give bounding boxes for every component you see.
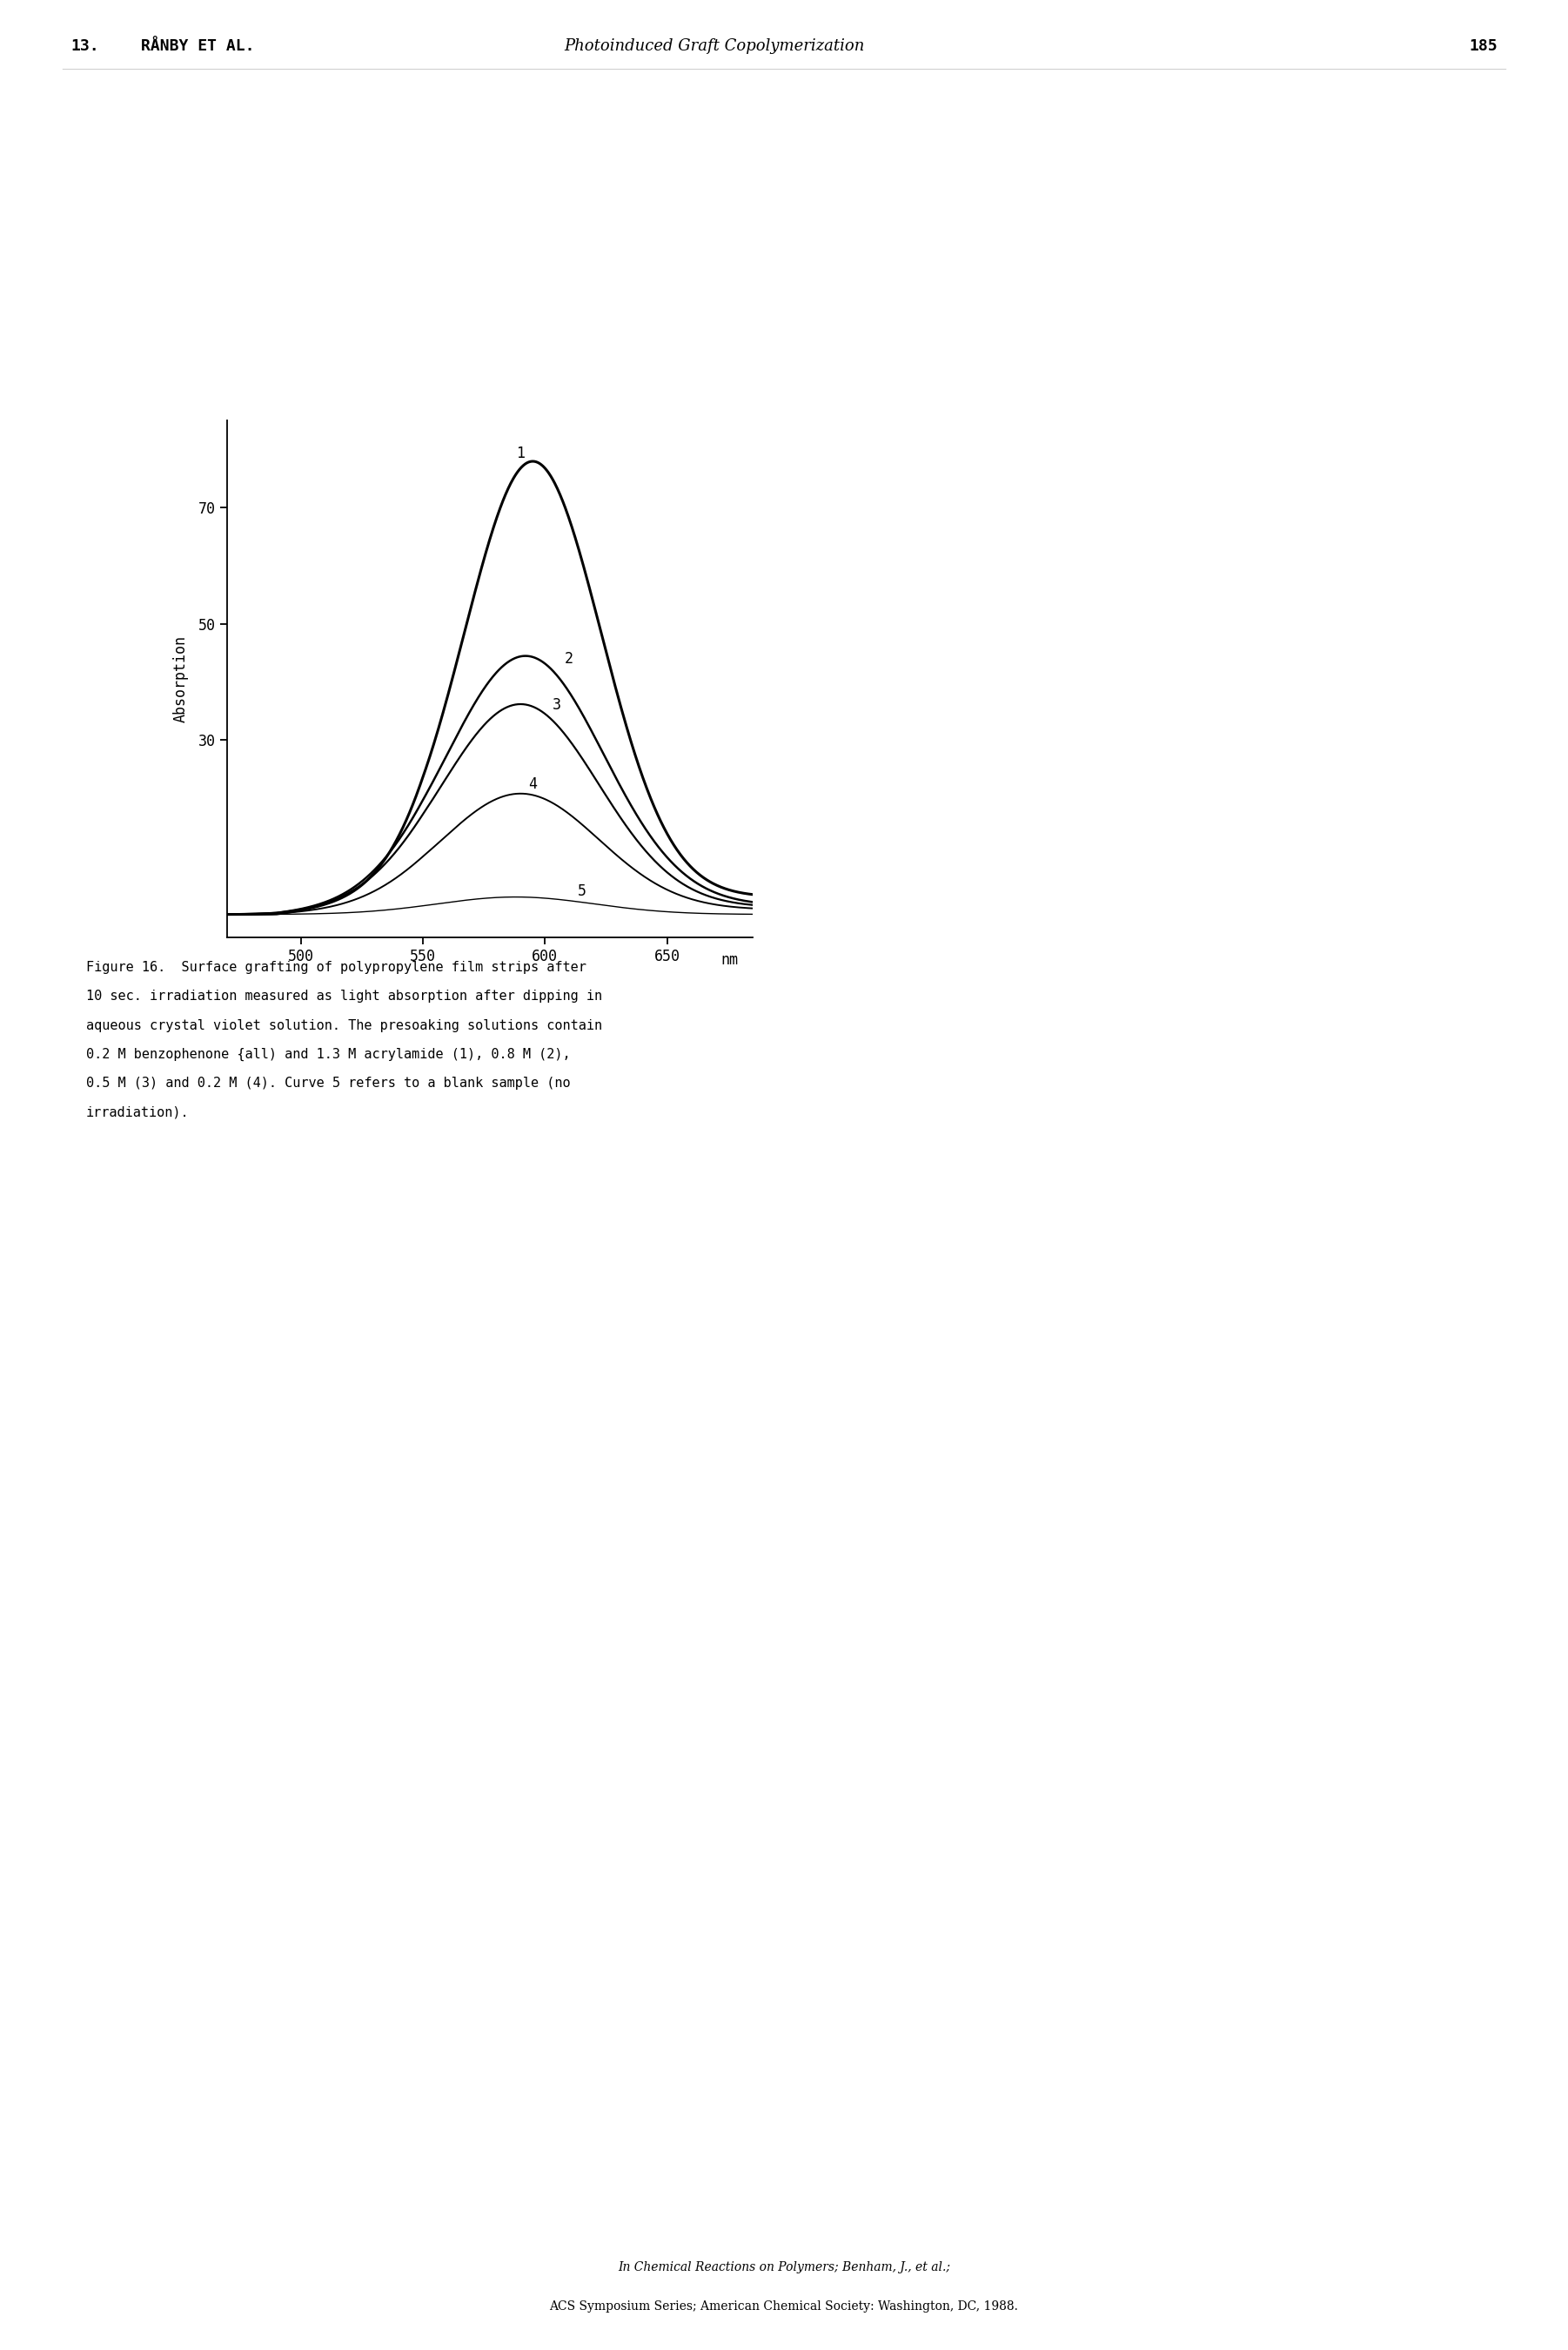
Text: 4: 4	[528, 778, 538, 792]
Text: nm: nm	[721, 952, 739, 968]
Text: 13.: 13.	[71, 38, 99, 54]
Text: irradiation).: irradiation).	[86, 1107, 190, 1119]
Text: 0.5 M (3) and 0.2 M (4). Curve 5 refers to a blank sample (no: 0.5 M (3) and 0.2 M (4). Curve 5 refers …	[86, 1076, 571, 1090]
Text: In Chemical Reactions on Polymers; Benham, J., et al.;: In Chemical Reactions on Polymers; Benha…	[618, 2261, 950, 2272]
Text: aqueous crystal violet solution. The presoaking solutions contain: aqueous crystal violet solution. The pre…	[86, 1020, 602, 1032]
Y-axis label: Absorption: Absorption	[172, 634, 188, 724]
Text: RÅNBY ET AL.: RÅNBY ET AL.	[141, 38, 254, 54]
Text: 185: 185	[1469, 38, 1497, 54]
Text: 5: 5	[577, 884, 586, 900]
Text: Figure 16.  Surface grafting of polypropylene film strips after: Figure 16. Surface grafting of polypropy…	[86, 961, 586, 975]
Text: 2: 2	[564, 651, 574, 667]
Text: 1: 1	[516, 446, 525, 461]
Text: 10 sec. irradiation measured as light absorption after dipping in: 10 sec. irradiation measured as light ab…	[86, 989, 602, 1003]
Text: Photoinduced Graft Copolymerization: Photoinduced Graft Copolymerization	[564, 38, 866, 54]
Text: 3: 3	[552, 698, 561, 712]
Text: 0.2 M benzophenone {all) and 1.3 M acrylamide (1), 0.8 M (2),: 0.2 M benzophenone {all) and 1.3 M acryl…	[86, 1048, 571, 1062]
Text: ACS Symposium Series; American Chemical Society: Washington, DC, 1988.: ACS Symposium Series; American Chemical …	[549, 2301, 1019, 2312]
